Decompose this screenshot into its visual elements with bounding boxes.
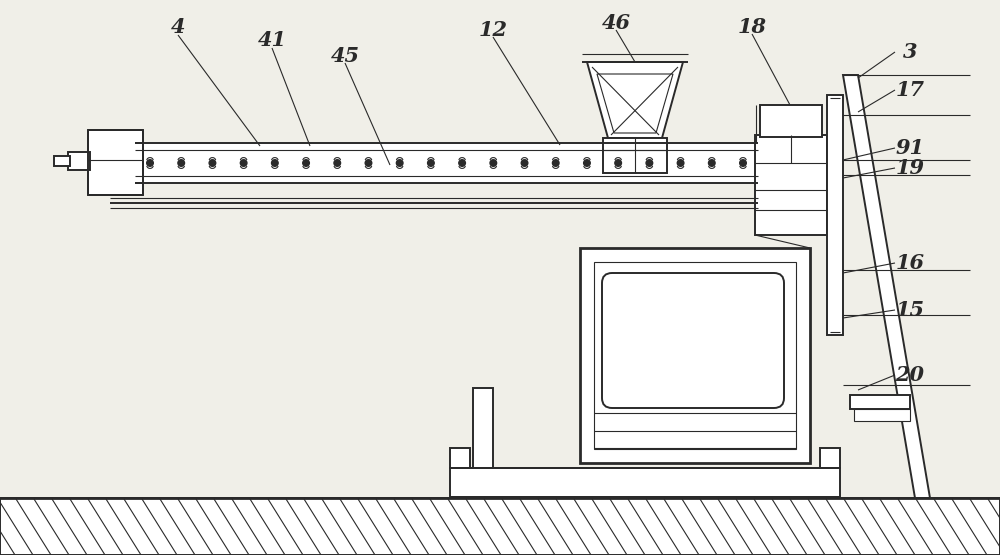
Bar [594, 262, 796, 449]
Circle shape [334, 160, 341, 166]
Circle shape [178, 160, 185, 166]
Circle shape [708, 160, 715, 166]
Text: 12: 12 [479, 20, 508, 40]
Circle shape [365, 160, 372, 166]
Circle shape [272, 160, 278, 166]
Text: 91: 91 [896, 138, 924, 158]
Bar [68, 152, 90, 170]
Bar [850, 395, 910, 409]
Polygon shape [587, 62, 683, 138]
Bar [603, 138, 667, 173]
FancyBboxPatch shape [602, 273, 784, 408]
Circle shape [490, 160, 497, 166]
Circle shape [147, 160, 153, 166]
Text: 41: 41 [258, 30, 287, 50]
Circle shape [615, 160, 621, 166]
Circle shape [428, 160, 434, 166]
Text: 46: 46 [602, 13, 631, 33]
Text: 3: 3 [903, 42, 917, 62]
Bar [755, 135, 827, 235]
Circle shape [677, 160, 684, 166]
Bar [450, 468, 840, 497]
Bar [450, 448, 470, 468]
Text: 19: 19 [896, 158, 924, 178]
Bar [827, 95, 843, 335]
Circle shape [646, 160, 653, 166]
Bar [0, 498, 1000, 555]
Circle shape [740, 160, 746, 166]
Text: 4: 4 [171, 17, 185, 37]
Circle shape [521, 160, 528, 166]
Circle shape [552, 160, 559, 166]
Bar [580, 248, 810, 463]
Bar [135, 143, 758, 183]
Text: 18: 18 [738, 17, 767, 37]
Circle shape [303, 160, 309, 166]
Circle shape [459, 160, 465, 166]
Bar [820, 448, 840, 468]
Circle shape [209, 160, 216, 166]
Text: 16: 16 [896, 253, 924, 273]
Circle shape [396, 160, 403, 166]
Polygon shape [843, 75, 930, 498]
Bar [760, 105, 822, 137]
Bar [854, 409, 910, 421]
Text: 45: 45 [330, 46, 360, 66]
Bar [88, 130, 143, 195]
Text: 17: 17 [896, 80, 924, 100]
Circle shape [584, 160, 590, 166]
Bar [473, 388, 493, 475]
Text: 20: 20 [896, 365, 924, 385]
Text: 15: 15 [896, 300, 924, 320]
Bar [54, 156, 70, 166]
Circle shape [240, 160, 247, 166]
